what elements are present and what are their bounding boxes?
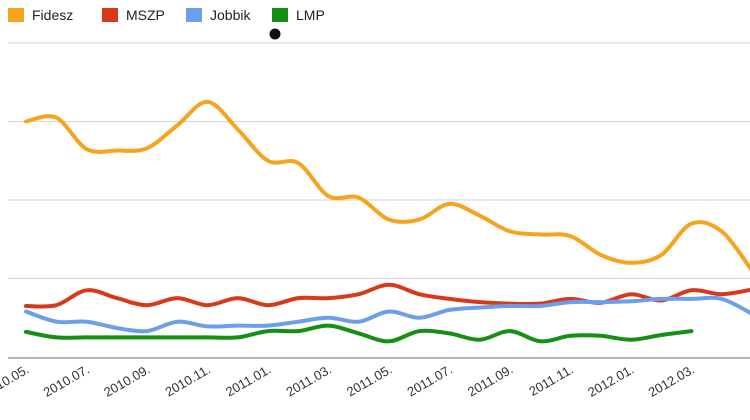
legend-label: LMP — [296, 7, 325, 23]
x-tick-labels: 2010.05. 2010.07. 2010.09. 2010.11. 2011.01.… — [0, 362, 697, 400]
x-tick-label: 2012.01. — [585, 362, 636, 400]
legend-item-fidesz[interactable]: Fidesz — [8, 7, 73, 23]
series-jobbik — [24, 295, 750, 334]
x-tick-label: 2012.03. — [646, 362, 697, 400]
legend: Fidesz MSZP Jobbik LMP — [8, 7, 325, 23]
x-tick-label: 2010.11. — [163, 362, 213, 400]
series-line-fidesz[interactable] — [24, 99, 750, 272]
x-tick-label: 2011.11. — [526, 362, 576, 399]
series-mszp — [24, 282, 750, 309]
legend-label: Fidesz — [32, 7, 73, 23]
x-tick-label: 2010.07. — [41, 362, 92, 400]
legend-item-jobbik[interactable]: Jobbik — [186, 7, 251, 23]
legend-item-mszp[interactable]: MSZP — [102, 7, 165, 23]
x-tick-label: 2011.05. — [344, 362, 394, 400]
gridlines — [8, 42, 750, 279]
x-tick-label: 2010.09. — [101, 362, 152, 400]
series-fidesz — [24, 99, 750, 272]
x-tick-label: 2011.07. — [405, 362, 455, 400]
legend-swatch — [186, 8, 202, 22]
x-tick-label: 2011.03. — [284, 362, 334, 400]
series-line-lmp[interactable] — [24, 323, 694, 344]
series-lmp — [24, 323, 694, 344]
x-tick-label: 2011.09. — [465, 362, 515, 400]
legend-swatch — [8, 8, 24, 22]
x-tick-label: 2010.05. — [0, 362, 31, 400]
legend-scroll-dot-icon[interactable] — [269, 28, 281, 40]
legend-swatch — [272, 8, 288, 22]
legend-label: Jobbik — [210, 7, 251, 23]
legend-label: MSZP — [126, 7, 165, 23]
legend-swatch — [102, 8, 118, 22]
x-tick-label: 2011.01. — [223, 362, 273, 400]
series-line-mszp[interactable] — [24, 282, 750, 309]
series-lines — [24, 99, 750, 344]
legend-item-lmp[interactable]: LMP — [272, 7, 325, 23]
